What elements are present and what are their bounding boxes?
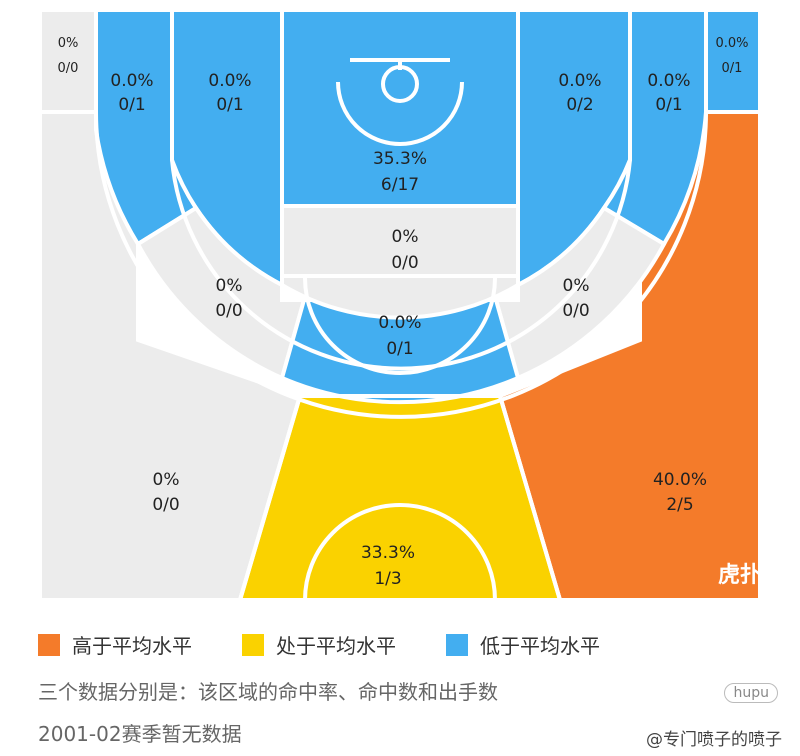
legend-item-below: 低于平均水平 [446,630,600,659]
hupu-logo-mark: 虎扑 [718,562,762,588]
legend-label-above: 高于平均水平 [72,634,192,658]
zone-count-label-left-midrange: 0/0 [215,301,242,321]
zone-count-label-free-throw-midrange: 0/0 [391,253,418,273]
zone-pct-label-right-elbow-three: 0.0% [558,71,601,91]
zone-pct-label-right-wing-three: 0.0% [647,71,690,91]
zone-pct-label-left-elbow-three: 0.0% [208,71,251,91]
zone-count-label-right-wing-three: 0/1 [655,95,682,115]
zone-pct-label-paint: 35.3% [373,149,427,169]
zone-pct-label-center-backcourt: 33.3% [361,543,415,563]
zone-pct-label-left-wing-three: 0.0% [110,71,153,91]
zone-pct-label-left-corner-three: 0% [58,36,79,51]
zone-pct-label-right-midrange: 0% [563,276,590,296]
zone-top-key-three [279,298,521,405]
zone-pct-label-right-backcourt: 40.0% [653,470,707,490]
zone-count-label-paint: 6/17 [381,175,419,195]
zone-count-label-right-backcourt: 2/5 [666,495,693,515]
legend: 高于平均水平 处于平均水平 低于平均水平 [38,630,650,659]
legend-label-below: 低于平均水平 [480,634,600,658]
zone-pct-label-top-key-three: 0.0% [378,313,421,333]
legend-swatch-above [38,633,60,656]
zone-count-label-right-corner-three: 0/1 [722,61,743,76]
note-no-data: 2001-02赛季暂无数据 [38,722,242,746]
zone-count-label-top-key-three: 0/1 [386,339,413,359]
zone-count-label-right-midrange: 0/0 [562,301,589,321]
zone-count-label-left-backcourt: 0/0 [152,495,179,515]
zone-count-label-right-elbow-three: 0/2 [566,95,593,115]
watermark-text: @专门喷子的喷子 [646,730,782,750]
zone-pct-label-free-throw-midrange: 0% [392,227,419,247]
hoop [350,58,450,103]
court-lines [40,8,760,601]
note-explanation: 三个数据分别是：该区域的命中率、命中数和出手数 [38,680,498,704]
legend-item-average: 处于平均水平 [242,630,396,659]
zone-count-label-left-elbow-three: 0/1 [216,95,243,115]
hupu-watermark-badge: hupu [724,683,778,703]
zone-count-label-left-corner-three: 0/0 [58,61,79,76]
zone-pct-label-right-corner-three: 0.0% [715,36,748,51]
legend-swatch-below [446,633,468,656]
zone-count-label-left-wing-three: 0/1 [118,95,145,115]
legend-item-above: 高于平均水平 [38,630,192,659]
zone-pct-label-left-backcourt: 0% [153,470,180,490]
zone-pct-label-left-midrange: 0% [216,276,243,296]
legend-label-average: 处于平均水平 [276,634,396,658]
legend-swatch-average [242,633,264,656]
shot-chart: 虎扑 0% 0/0 0.0% 0/1 0.0% 0/1 0.0% 0/1 0.0% 0/2 0.0%… [40,8,762,601]
zone-count-label-center-backcourt: 1/3 [374,569,401,589]
